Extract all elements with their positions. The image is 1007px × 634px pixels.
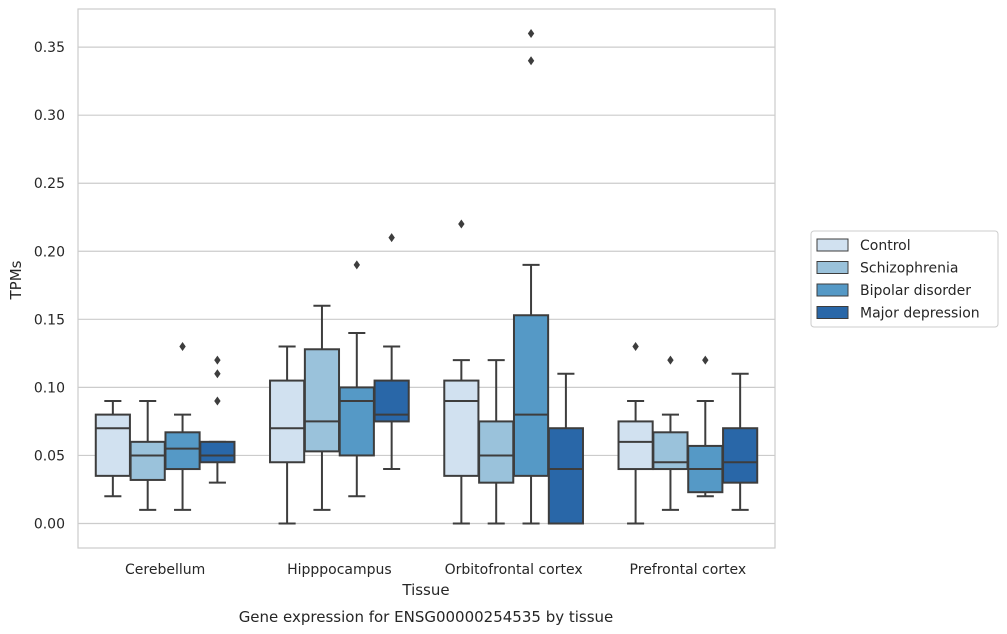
outlier-point [458, 219, 465, 229]
outlier-point [388, 233, 395, 243]
box-major-depression [373, 233, 410, 471]
box-schizophrenia [129, 400, 166, 511]
outlier-point [667, 355, 674, 365]
legend-label: Schizophrenia [860, 261, 958, 277]
outlier-point [214, 355, 221, 365]
outlier-point [353, 260, 360, 270]
outlier-point [632, 342, 639, 352]
box-iqr [617, 420, 654, 471]
box-iqr [338, 386, 375, 457]
box-bipolar-disorder [687, 355, 724, 498]
legend: Control Schizophrenia Bipolar disorder Majo… [810, 230, 999, 328]
y-axis-label: TPMs [7, 260, 25, 300]
chart-caption: Gene expression for ENSG00000254535 by t… [239, 608, 614, 626]
legend-swatch [816, 283, 849, 297]
x-tick-labels: Cerebellum Hipppocampus Orbitofrontal cort… [125, 562, 746, 578]
box-bipolar-disorder [338, 260, 375, 498]
legend-swatch [816, 306, 849, 319]
box-iqr [722, 427, 759, 484]
y-tick-label: 0.05 [34, 448, 65, 464]
y-tick-label: 0.15 [34, 312, 65, 328]
plot-area-frame [77, 8, 776, 549]
box-schizophrenia [303, 304, 341, 511]
legend-swatch [816, 261, 849, 274]
outlier-point [214, 369, 221, 379]
x-tick-label: Hipppocampus [287, 562, 392, 578]
y-tick-label: 0.30 [34, 108, 65, 124]
x-tick-label: Orbitofrontal cortex [445, 562, 583, 578]
box-control [94, 400, 131, 498]
legend-label: Major depression [860, 306, 980, 322]
box-iqr [478, 420, 515, 484]
y-tick-labels: 0.00 0.05 0.10 0.15 0.20 0.25 0.30 0.35 [34, 40, 65, 532]
legend-label: Bipolar disorder [860, 283, 971, 299]
x-axis-label: Tissue [401, 581, 449, 599]
box-schizophrenia [478, 359, 515, 525]
box-iqr [164, 431, 201, 471]
y-tick-label: 0.00 [34, 517, 65, 533]
box-iqr [199, 440, 236, 464]
outlier-point [179, 342, 186, 352]
box-major-depression [199, 355, 236, 484]
box-control [269, 345, 306, 525]
y-tick-label: 0.10 [34, 380, 65, 396]
box-iqr [547, 427, 584, 525]
box-control [617, 342, 654, 525]
box-iqr [443, 379, 480, 477]
box-iqr [303, 348, 341, 453]
x-tick-label: Cerebellum [125, 562, 205, 578]
y-tick-label: 0.35 [34, 40, 65, 56]
outlier-point [214, 396, 221, 406]
box-bipolar-disorder [164, 342, 201, 511]
box-major-depression [547, 372, 584, 525]
y-tick-label: 0.25 [34, 176, 65, 192]
y-tick-label: 0.20 [34, 244, 65, 260]
box-bipolar-disorder [512, 29, 550, 525]
box-plot-series [94, 29, 759, 525]
outlier-point [527, 29, 535, 38]
x-tick-label: Prefrontal cortex [630, 562, 747, 578]
legend-label: Control [860, 238, 911, 254]
box-iqr [94, 413, 131, 477]
outlier-point [702, 355, 709, 365]
box-control [443, 219, 480, 525]
box-iqr [652, 431, 689, 471]
box-iqr [269, 379, 306, 464]
box-iqr [512, 314, 550, 477]
outlier-point [527, 56, 535, 66]
box-major-depression [722, 372, 759, 511]
box-iqr [129, 440, 166, 481]
box-schizophrenia [652, 355, 689, 511]
legend-swatch [816, 238, 849, 252]
legend-frame [810, 230, 999, 328]
